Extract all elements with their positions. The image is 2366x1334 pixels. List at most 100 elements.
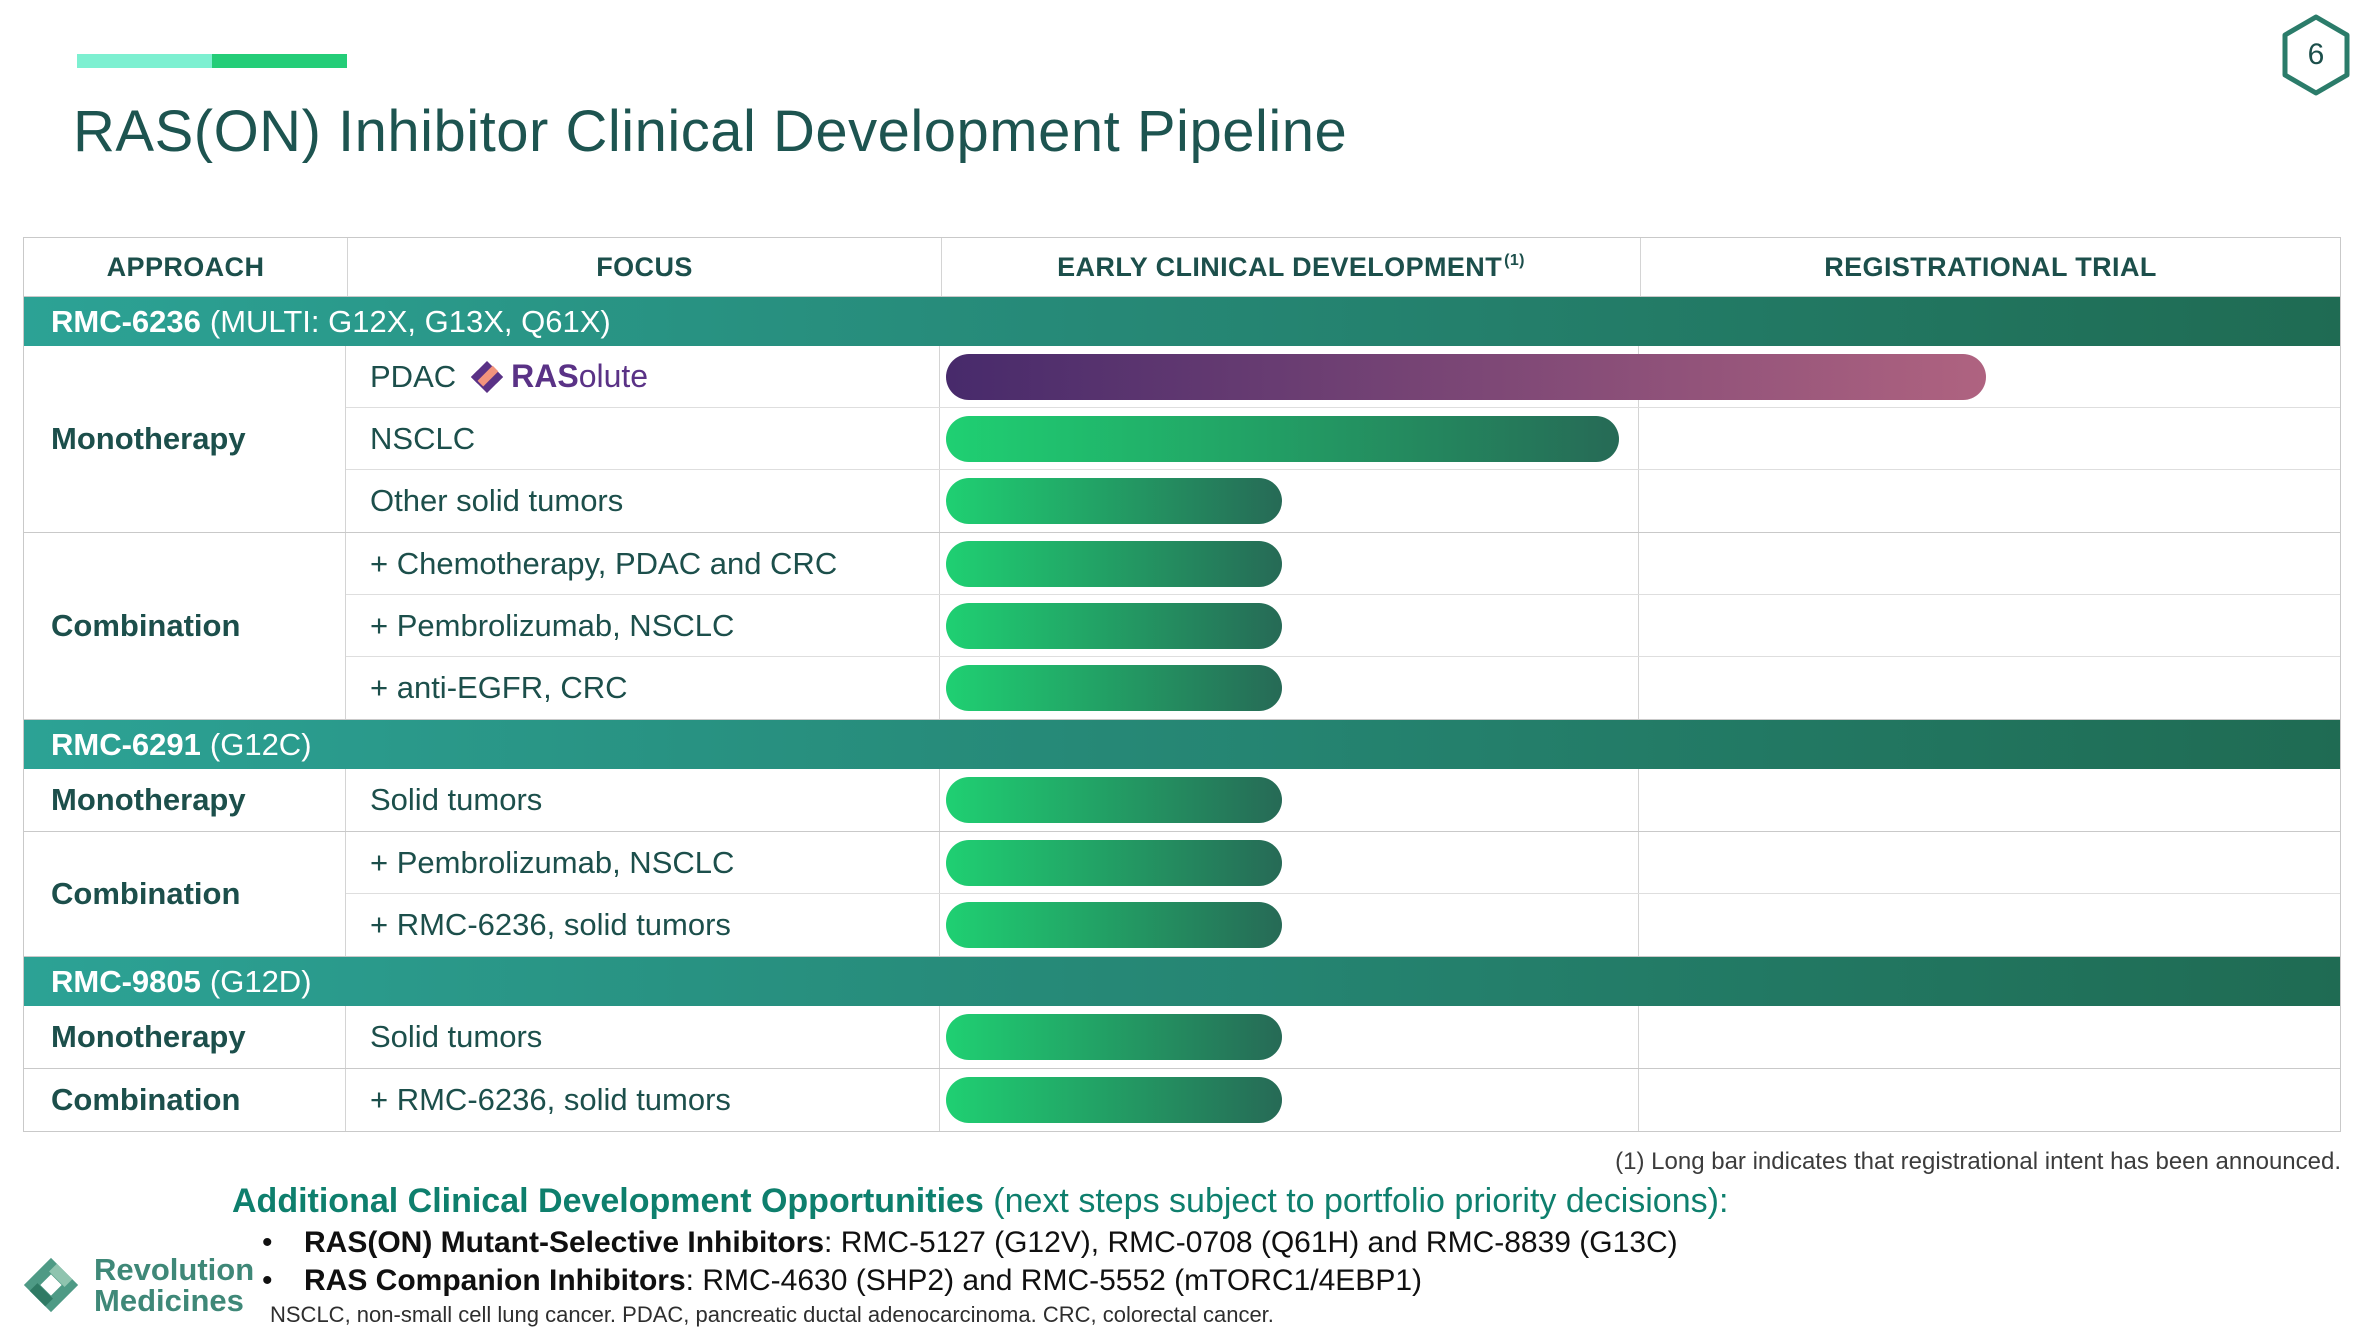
approach-cell: Combination: [24, 832, 346, 956]
section-code: RMC-6291: [51, 726, 201, 762]
logo-line2: Medicines: [94, 1283, 244, 1318]
column-header-label: APPROACH: [106, 251, 265, 282]
progress-segment-light: [77, 54, 212, 68]
focus-cell: + RMC-6236, solid tumors: [346, 894, 940, 956]
approach-group: Monotherapy Solid tumors: [24, 769, 2340, 832]
early-development-cell: [940, 1006, 1639, 1068]
pipeline-bar-medium: [946, 416, 1619, 462]
pipeline-bar-short: [946, 603, 1282, 649]
focus-label: NSCLC: [370, 420, 476, 456]
approach-label: Combination: [51, 876, 241, 911]
pipeline-bar-short: [946, 1014, 1282, 1060]
pipeline-bar-short: [946, 541, 1282, 587]
approach-label: Combination: [51, 608, 241, 643]
focus-cell: Solid tumors: [346, 769, 940, 831]
progress-segment-green: [212, 54, 347, 68]
early-development-cell: [940, 1069, 1639, 1131]
pipeline-bar-short: [946, 902, 1282, 948]
approach-group: Combination + RMC-6236, solid tumors: [24, 1069, 2340, 1131]
column-header-approach: APPROACH: [24, 238, 348, 296]
approach-cell: Combination: [24, 533, 346, 719]
focus-cell: NSCLC: [346, 408, 940, 469]
column-header-label: EARLY CLINICAL DEVELOPMENT: [1057, 251, 1503, 282]
focus-label: + Chemotherapy, PDAC and CRC: [370, 545, 838, 581]
section-band-rmc-6236: RMC-6236 (MULTI: G12X, G13X, Q61X): [24, 297, 2340, 346]
header-footnote-marker: (1): [1504, 252, 1525, 269]
focus-label: Solid tumors: [370, 1019, 543, 1054]
approach-group: Monotherapy PDAC RAS olute NSCLC Other solid …: [24, 346, 2340, 533]
pipeline-bar-short: [946, 665, 1282, 711]
pipeline-bar-short: [946, 840, 1282, 886]
bullet-rest: : RMC-5127 (G12V), RMC-0708 (Q61H) and R…: [824, 1226, 1678, 1259]
early-development-cell: [940, 408, 1639, 469]
focus-label: PDAC: [370, 358, 457, 394]
abbreviation-footnote: NSCLC, non-small cell lung cancer. PDAC,…: [270, 1302, 1274, 1327]
registrational-trial-cell: [1639, 1006, 2340, 1068]
focus-label: + anti-EGFR, CRC: [370, 670, 628, 705]
group-rows: Solid tumors: [346, 1006, 2340, 1068]
early-development-cell: [940, 533, 1639, 594]
approach-label: Monotherapy: [51, 421, 246, 456]
bullet-list: • RAS(ON) Mutant-Selective Inhibitors: RM…: [262, 1224, 1678, 1300]
bullet-bold: RAS(ON) Mutant-Selective Inhibitors: [304, 1226, 825, 1259]
early-development-cell: [940, 595, 1639, 656]
registrational-trial-cell: [1639, 533, 2340, 594]
registrational-trial-cell: [1639, 595, 2340, 656]
focus-label: + RMC-6236, solid tumors: [370, 1082, 731, 1117]
approach-cell: Monotherapy: [24, 346, 346, 532]
table-row: Solid tumors: [346, 1006, 2340, 1068]
early-development-cell: [940, 346, 1986, 407]
approach-label: Monotherapy: [51, 782, 246, 817]
early-development-cell: [940, 470, 1639, 532]
focus-label: Other solid tumors: [370, 483, 624, 518]
section-code: RMC-6236: [51, 303, 201, 339]
page-number-badge: 6: [2278, 12, 2354, 98]
company-logo: Revolution Medicines: [20, 1254, 254, 1316]
pipeline-bar-long: [946, 354, 1986, 400]
rasolute-bold: RAS: [511, 358, 579, 394]
additional-heading-rest: (next steps subject to portfolio priorit…: [983, 1182, 1729, 1220]
approach-cell: Monotherapy: [24, 1006, 346, 1068]
registrational-trial-cell: [1639, 470, 2340, 532]
approach-label: Monotherapy: [51, 1019, 246, 1054]
pipeline-bar-short: [946, 777, 1282, 823]
progress-bar: [77, 54, 347, 68]
additional-opportunities-heading: Additional Clinical Development Opportun…: [232, 1182, 1728, 1221]
section-band-rmc-9805: RMC-9805 (G12D): [24, 957, 2340, 1006]
section-target: (G12D): [209, 963, 312, 999]
rasolute-icon: [471, 360, 504, 393]
column-header-registrational-trial: REGISTRATIONAL TRIAL: [1641, 238, 2340, 296]
section-band-rmc-6291: RMC-6291 (G12C): [24, 720, 2340, 769]
table-row: + Chemotherapy, PDAC and CRC: [346, 533, 2340, 595]
page-number: 6: [2307, 38, 2325, 71]
company-logo-text: Revolution Medicines: [94, 1254, 254, 1316]
column-header-label: REGISTRATIONAL TRIAL: [1824, 251, 2157, 282]
logo-line1: Revolution: [94, 1252, 255, 1287]
focus-cell: + Pembrolizumab, NSCLC: [346, 832, 940, 893]
bullet-item: • RAS Companion Inhibitors: RMC-4630 (SHP…: [262, 1262, 1678, 1300]
rasolute-logo: RAS olute: [470, 358, 648, 395]
early-development-cell: [940, 894, 1639, 956]
approach-cell: Monotherapy: [24, 769, 346, 831]
approach-cell: Combination: [24, 1069, 346, 1131]
registrational-trial-cell: [1639, 894, 2340, 956]
bullet-bold: RAS Companion Inhibitors: [304, 1264, 686, 1297]
registrational-trial-cell: [1639, 769, 2340, 831]
approach-label: Combination: [51, 1082, 241, 1117]
registrational-trial-cell: [1639, 1069, 2340, 1131]
table-header-row: APPROACH FOCUS EARLY CLINICAL DEVELOPMENT(…: [24, 238, 2340, 297]
focus-cell: Solid tumors: [346, 1006, 940, 1068]
rasolute-rest: olute: [578, 358, 649, 394]
table-row: + Pembrolizumab, NSCLC: [346, 595, 2340, 657]
additional-heading-bold: Additional Clinical Development Opportun…: [232, 1182, 984, 1220]
focus-cell: PDAC RAS olute: [346, 346, 940, 407]
focus-label: Solid tumors: [370, 782, 543, 817]
section-target: (G12C): [209, 726, 312, 762]
bullet-item: • RAS(ON) Mutant-Selective Inhibitors: RM…: [262, 1224, 1678, 1262]
focus-label: + Pembrolizumab, NSCLC: [370, 844, 735, 880]
table-row: + Pembrolizumab, NSCLC: [346, 832, 2340, 894]
table-row: + RMC-6236, solid tumors: [346, 1069, 2340, 1131]
registrational-trial-cell: [1639, 408, 2340, 469]
focus-label: + RMC-6236, solid tumors: [370, 907, 731, 942]
